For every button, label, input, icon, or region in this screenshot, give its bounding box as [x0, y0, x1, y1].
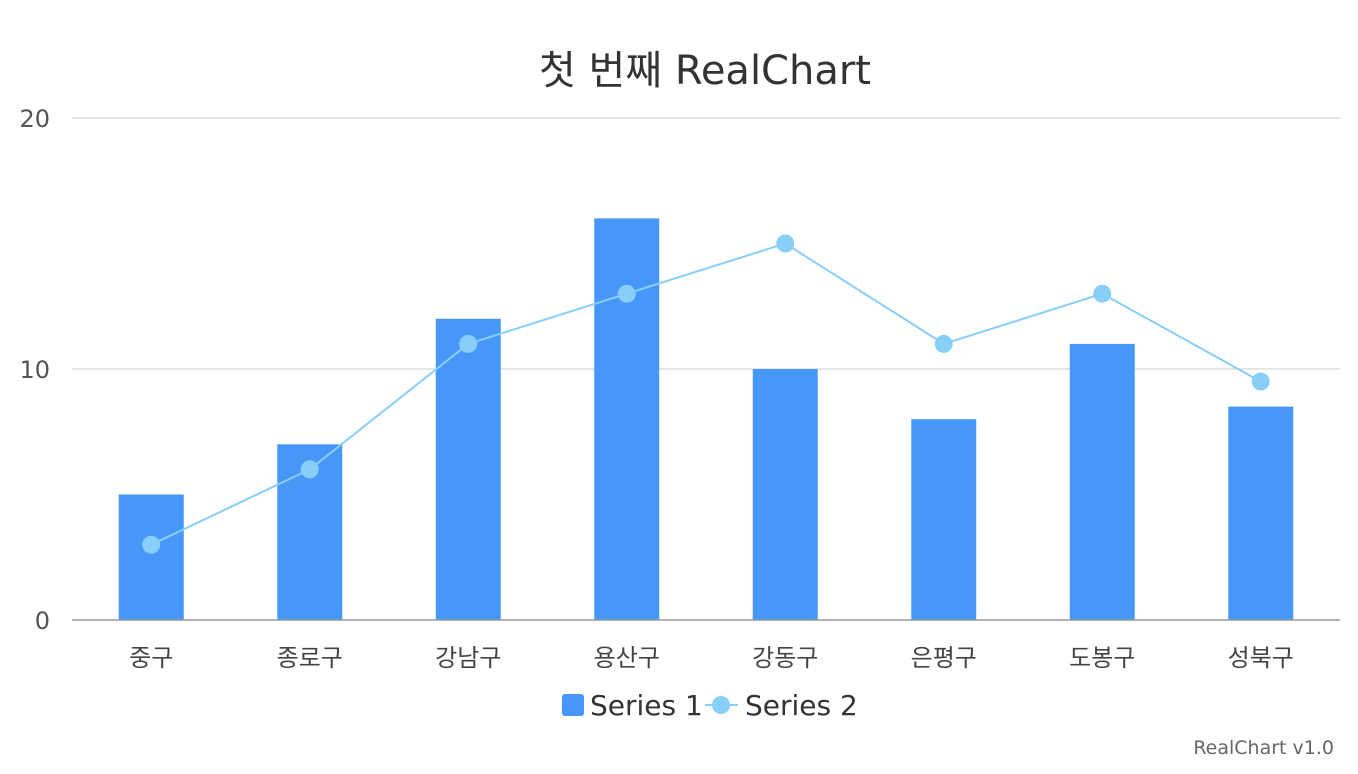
- line-point: [459, 334, 478, 353]
- legend-swatch-series-1: [562, 694, 584, 716]
- y-axis-ticks: 0 10 20: [19, 105, 50, 635]
- gridlines: [72, 117, 1340, 370]
- line-point: [934, 334, 953, 353]
- x-category-label: 은평구: [911, 644, 977, 672]
- line-point: [617, 284, 636, 303]
- series-1-bars: [118, 218, 1294, 620]
- legend-swatch-series-2-dot: [712, 696, 730, 714]
- bar: [1069, 343, 1135, 620]
- x-category-label: 중구: [129, 644, 173, 672]
- x-category-label: 용산구: [594, 644, 660, 672]
- credit-label[interactable]: RealChart v1.0: [1193, 737, 1334, 759]
- series-2-line: [142, 234, 1270, 554]
- line-point: [1251, 372, 1270, 391]
- x-category-label: 강동구: [752, 644, 818, 672]
- line-point: [300, 460, 319, 479]
- series-2-path: [150, 242, 1262, 546]
- x-category-label: 종로구: [277, 644, 343, 672]
- x-category-label: 도봉구: [1069, 644, 1135, 672]
- legend-label-series-2: Series 2: [745, 689, 858, 722]
- bar: [752, 369, 818, 620]
- bar: [435, 318, 501, 620]
- y-tick-label: 10: [19, 356, 50, 384]
- y-tick-label: 0: [35, 607, 50, 635]
- line-point: [1093, 284, 1112, 303]
- x-category-label: 강남구: [435, 644, 501, 672]
- y-tick-label: 20: [19, 105, 50, 133]
- legend[interactable]: Series 1 Series 2: [562, 689, 858, 722]
- legend-label-series-1: Series 1: [590, 689, 703, 722]
- bar: [594, 218, 660, 620]
- x-axis-categories: 중구 종로구 강남구 용산구 강동구 은평구 도봉구 성북구: [129, 644, 1294, 672]
- bar: [1228, 406, 1294, 620]
- line-point: [776, 234, 795, 253]
- x-category-label: 성북구: [1228, 644, 1294, 672]
- chart-title: 첫 번째 RealChart: [539, 48, 871, 94]
- bar: [118, 494, 184, 620]
- bar: [911, 419, 977, 620]
- line-point: [142, 535, 161, 554]
